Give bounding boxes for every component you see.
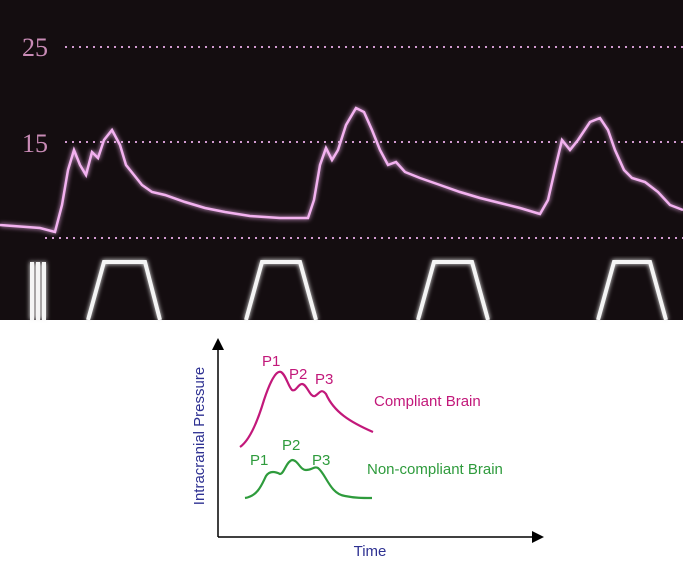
y-axis-label: Intracranial Pressure [191,367,208,505]
peak-label: P1 [262,353,280,370]
x-axis-label: Time [354,543,387,560]
compliant-labels: P1 P2 P3 Compliant Brain [262,353,481,410]
figure: 25 15 Intracranial Pressure Time P1 P2 P… [0,0,683,562]
compliant-curve [240,372,373,447]
peak-label: P3 [315,371,333,388]
peak-label: P2 [282,437,300,454]
page: 25 15 Intracranial Pressure Time P1 P2 P… [0,0,683,562]
scale-label: 15 [22,129,48,158]
scale-label: 25 [22,33,48,62]
peak-label: P3 [312,452,330,469]
diagram: Intracranial Pressure Time P1 P2 P3 Comp… [191,344,538,560]
peak-label: P1 [250,452,268,469]
curve-label: Compliant Brain [374,393,481,410]
curve-label: Non-compliant Brain [367,461,503,478]
monitor-photo: 25 15 [0,0,683,320]
peak-label: P2 [289,366,307,383]
non-compliant-labels: P1 P2 P3 Non-compliant Brain [250,437,503,478]
